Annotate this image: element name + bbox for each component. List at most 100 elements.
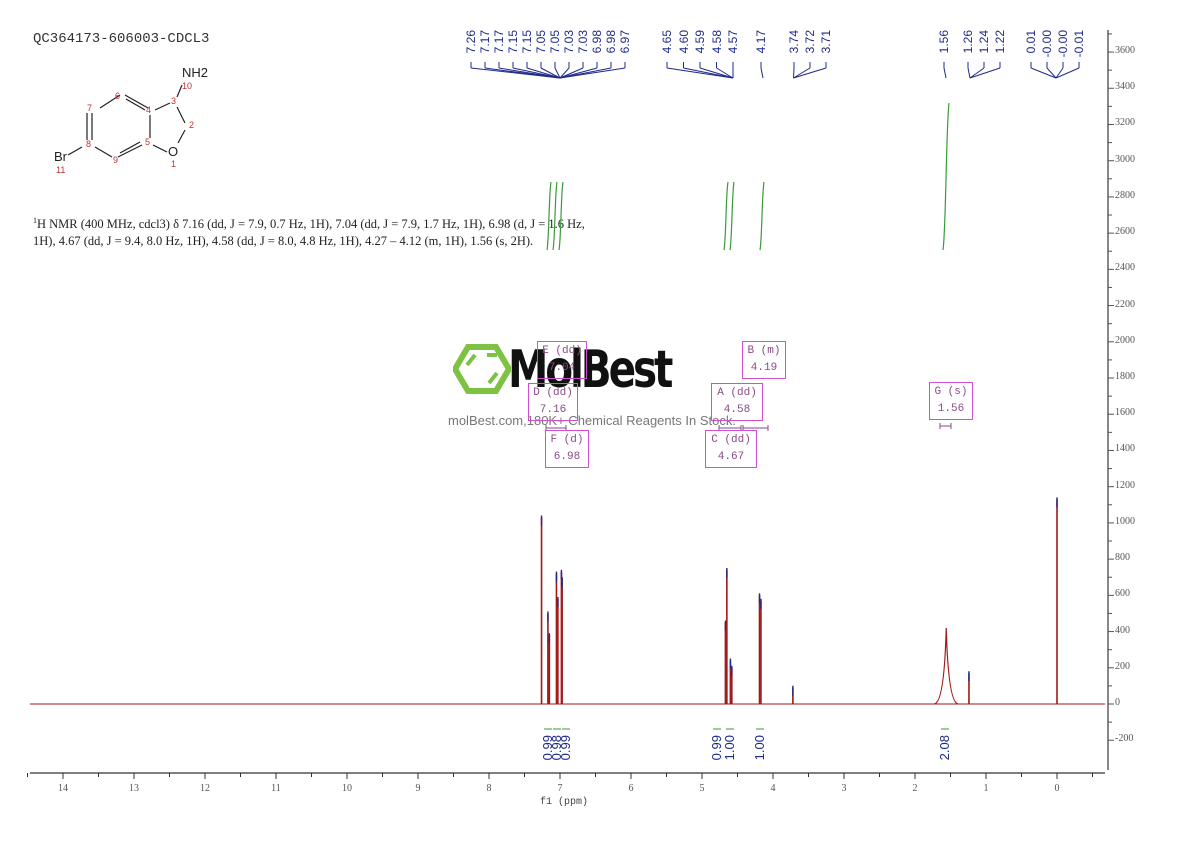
peak-label-leader: [512, 67, 561, 79]
x-tick-label: 5: [699, 783, 705, 794]
multiplet-range: [939, 423, 952, 429]
multiplet-box-e: E (dd) 7.04: [537, 341, 587, 379]
peak-shift-label: 4.17: [754, 30, 768, 54]
peak-shift-label: 7.03: [562, 30, 576, 54]
integral-curve: [546, 181, 552, 251]
multiplet-box-a: A (dd) 4.58: [711, 383, 763, 421]
x-tick-label: 14: [58, 783, 68, 794]
peak-shift-label: 0.01: [1024, 30, 1038, 54]
br-label: Br: [54, 149, 68, 164]
multiplet-shift: 1.56: [937, 403, 965, 415]
y-tick-label: 1000: [1115, 515, 1135, 527]
peak-label-leader: [559, 67, 584, 79]
x-tick-label: 6: [628, 783, 634, 794]
multiplet-box-b: B (m) 4.19: [742, 341, 786, 379]
peak-label-leader: [760, 67, 764, 79]
multiplet-box-d: D (dd) 7.16: [528, 383, 578, 421]
atom-7: 7: [87, 103, 92, 113]
peak-shift-label: 4.59: [693, 30, 707, 54]
multiplet-label: A (dd): [717, 387, 757, 399]
peak-shift-label: 7.26: [464, 30, 478, 54]
x-tick-label: 3: [841, 783, 847, 794]
peak-shift-label: 3.74: [787, 30, 801, 54]
nmr-description-text: H NMR (400 MHz, cdcl3) δ 7.16 (dd, J = 7…: [33, 217, 585, 249]
atom-5: 5: [145, 137, 150, 147]
peak-label-leader: [666, 67, 734, 79]
y-tick-label: 3200: [1115, 117, 1135, 129]
integral-curve: [729, 181, 735, 251]
y-tick-label: 1600: [1115, 407, 1135, 419]
multiplet-shift: 7.16: [539, 404, 567, 416]
y-tick-label: 800: [1115, 552, 1130, 564]
x-tick-label: 2: [912, 783, 918, 794]
spectrum-peak: [933, 627, 959, 705]
peak-label-leader: [969, 67, 1001, 79]
peak-label-leader: [967, 67, 971, 79]
peak-shift-label: 1.56: [937, 30, 951, 54]
atom-4: 4: [146, 105, 151, 115]
integral-curve: [942, 102, 950, 251]
x-axis-label: f1 (ppm): [540, 797, 589, 808]
peak-shift-label: 3.72: [803, 30, 817, 54]
peak-label-leader: [969, 67, 985, 79]
multiplet-label: B (m): [747, 345, 781, 357]
multiplet-shift: 7.04: [548, 362, 576, 374]
multiplet-shift: 4.58: [723, 404, 751, 416]
multiplet-label: E (dd): [542, 345, 582, 357]
peak-shift-label: -0.00: [1040, 30, 1054, 58]
integral-value: 1.00: [722, 735, 737, 761]
peak-shift-label: 4.65: [660, 30, 674, 54]
peak-shift-label: 6.98: [590, 30, 604, 54]
y-tick-label: 1800: [1115, 371, 1135, 383]
atom-9: 9: [113, 155, 118, 165]
integral-curve: [552, 181, 558, 251]
multiplet-label: C (dd): [711, 434, 751, 446]
y-tick-label: -200: [1115, 733, 1134, 745]
multiplet-shift: 4.67: [717, 451, 745, 463]
peak-shift-label: 7.15: [506, 30, 520, 54]
x-tick-label: 12: [200, 783, 210, 794]
peak-shift-label: 7.05: [534, 30, 548, 54]
y-tick-label: 2600: [1115, 226, 1135, 238]
y-tick-label: 2000: [1115, 334, 1135, 346]
peak-shift-label: 4.60: [676, 30, 691, 54]
y-tick-label: 400: [1115, 624, 1130, 636]
peak-shift-label: 3.71: [819, 30, 833, 54]
x-tick-label: 1: [983, 783, 989, 794]
peak-label-leader: [559, 67, 570, 79]
peak-shift-label: 6.97: [618, 30, 632, 54]
atom-6: 6: [115, 91, 120, 101]
x-tick-label: 9: [415, 783, 421, 794]
multiplet-box-f: F (d) 6.98: [545, 430, 589, 468]
x-tick-label: 8: [486, 783, 492, 794]
integral-curve: [723, 181, 729, 251]
y-tick-label: 0: [1115, 697, 1120, 708]
atom-1: 1: [171, 159, 176, 169]
integral-value: 0.99: [558, 735, 573, 761]
peak-label-leader: [1030, 67, 1057, 79]
y-tick-label: 2400: [1115, 262, 1135, 274]
watermark-logo: MolBest: [508, 340, 673, 400]
y-tick-label: 600: [1115, 588, 1130, 600]
x-tick-label: 0: [1054, 783, 1060, 794]
peak-shift-label: 4.57: [726, 30, 740, 54]
o-label: O: [168, 144, 178, 159]
y-tick-label: 3600: [1115, 45, 1135, 57]
peak-label-leader: [683, 67, 734, 79]
peak-label-leader: [943, 67, 947, 79]
x-tick-label: 7: [557, 783, 563, 794]
y-tick-label: 2200: [1115, 298, 1135, 310]
integral-value: 2.08: [937, 735, 952, 761]
peak-shift-label: 6.98: [604, 30, 618, 54]
watermark-tagline: molBest.com,180K+ Chemical Reagents In S…: [448, 413, 736, 428]
peak-shift-label: 1.26: [961, 30, 975, 54]
multiplet-shift: 4.19: [750, 362, 778, 374]
molbest-logo-icon: [453, 344, 511, 394]
y-tick-label: 3000: [1115, 153, 1135, 165]
integral-curve: [759, 181, 765, 251]
atom-3: 3: [171, 96, 176, 106]
peak-label-leader: [526, 67, 561, 79]
atom-8: 8: [86, 139, 91, 149]
x-tick-label: 10: [342, 783, 352, 794]
